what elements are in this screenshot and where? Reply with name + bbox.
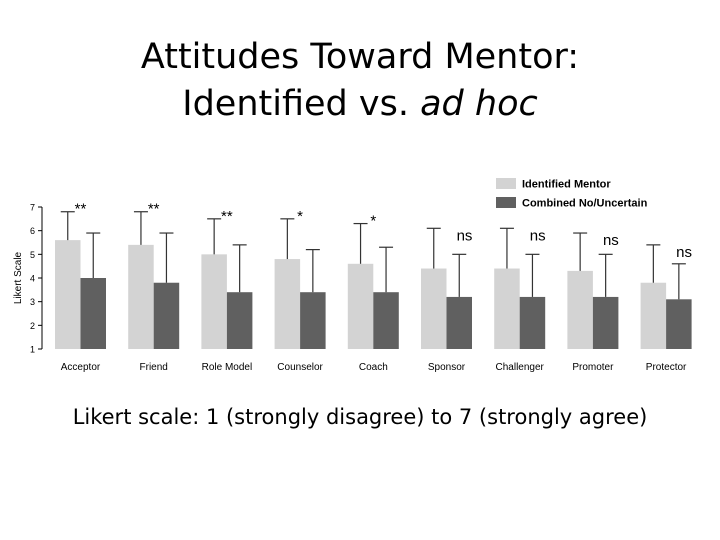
category-label: Challenger xyxy=(496,362,545,373)
significance-label: ** xyxy=(75,201,87,218)
category-label: Promoter xyxy=(572,362,614,373)
bar-combined xyxy=(666,299,692,349)
title-line-2-prefix: Identified vs. xyxy=(182,84,421,124)
bar-combined xyxy=(80,278,106,349)
legend-swatch xyxy=(496,197,516,208)
title-line-1: Attitudes Toward Mentor: xyxy=(140,37,580,77)
significance-label: ** xyxy=(221,208,233,225)
bar-identified xyxy=(567,270,593,349)
bar-identified xyxy=(640,282,667,349)
category-label: Counselor xyxy=(277,362,323,373)
y-tick-label: 6 xyxy=(30,226,35,236)
legend-label: Combined No/Uncertain xyxy=(522,198,648,210)
bar-identified xyxy=(201,254,227,349)
y-tick-label: 4 xyxy=(30,274,35,284)
slide-title: Attitudes Toward Mentor: Identified vs. … xyxy=(0,34,720,128)
category-label: Protector xyxy=(646,362,687,373)
bar-identified xyxy=(274,259,301,349)
category-label: Sponsor xyxy=(428,362,466,373)
significance-label: ns xyxy=(457,227,473,244)
bar-combined xyxy=(153,282,180,349)
bar-combined xyxy=(592,296,619,349)
category-label: Friend xyxy=(140,362,168,373)
significance-label: ** xyxy=(148,201,160,218)
y-tick-label: 1 xyxy=(30,345,35,355)
y-axis-label: Likert Scale xyxy=(13,251,24,304)
legend-swatch xyxy=(496,178,516,189)
bar-combined xyxy=(300,292,326,349)
significance-label: * xyxy=(297,208,303,225)
category-label: Acceptor xyxy=(61,362,101,373)
y-tick-label: 5 xyxy=(30,250,35,260)
category-label: Role Model xyxy=(202,362,253,373)
bar-identified xyxy=(55,240,81,349)
significance-label: ns xyxy=(676,244,692,261)
bar-identified xyxy=(128,244,154,349)
y-tick-label: 2 xyxy=(30,321,35,331)
significance-label: ns xyxy=(530,227,546,244)
category-label: Coach xyxy=(359,362,388,373)
likert-scale-note: Likert scale: 1 (strongly disagree) to 7… xyxy=(72,405,648,429)
bar-identified xyxy=(421,268,447,349)
title-line-2-italic: ad hoc xyxy=(420,84,538,124)
legend-label: Identified Mentor xyxy=(522,179,611,191)
bar-combined xyxy=(373,292,399,349)
bar-identified xyxy=(494,268,520,349)
bar-combined xyxy=(446,296,472,349)
significance-label: ns xyxy=(603,232,619,249)
bar-combined xyxy=(226,292,253,349)
bar-combined xyxy=(519,296,546,349)
significance-label: * xyxy=(370,213,376,230)
y-tick-label: 3 xyxy=(30,297,35,307)
y-tick-label: 7 xyxy=(30,203,35,213)
bar-identified xyxy=(347,263,374,349)
